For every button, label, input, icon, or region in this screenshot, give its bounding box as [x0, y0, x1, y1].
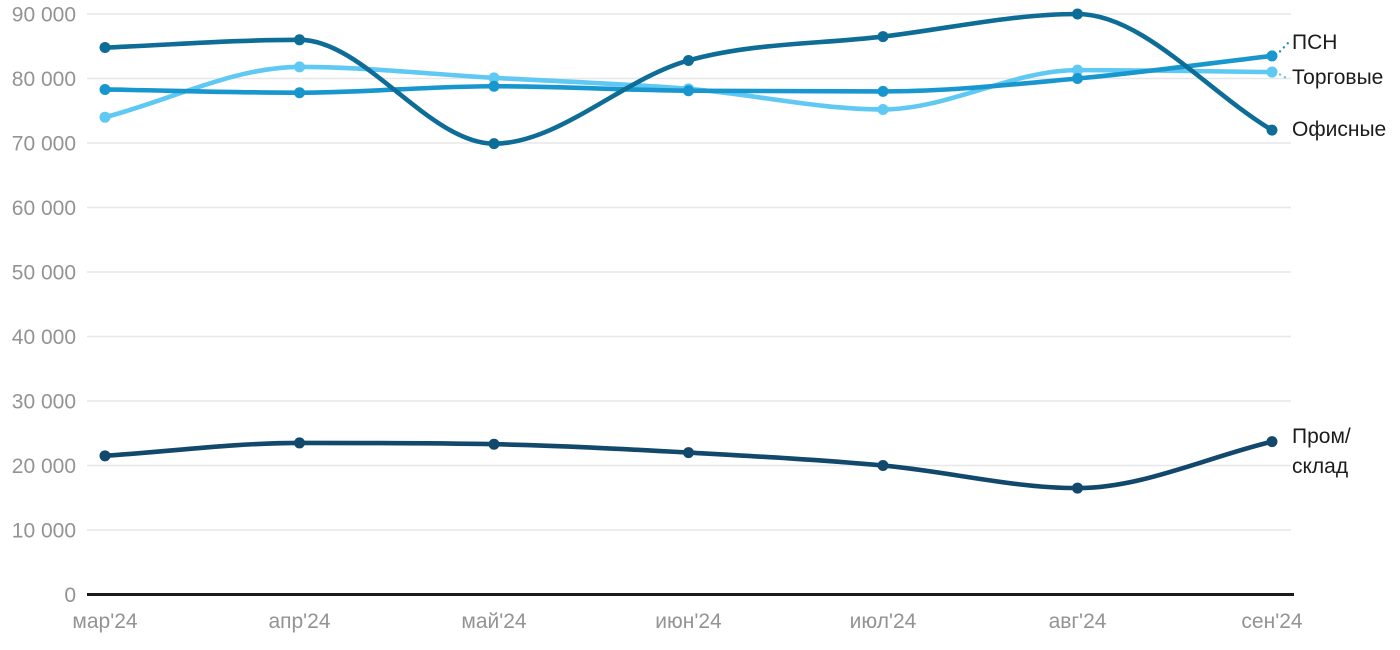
y-tick-label: 20 000: [12, 455, 76, 478]
data-point: [877, 85, 889, 97]
label-leader-line: [1278, 41, 1290, 53]
x-tick-label: май'24: [461, 610, 527, 633]
y-tick-label: 40 000: [12, 326, 76, 349]
y-tick-label: 50 000: [12, 262, 76, 285]
data-point: [294, 34, 305, 46]
x-tick-label: мар'24: [72, 610, 137, 633]
y-tick-label: 30 000: [12, 391, 76, 414]
data-point: [1072, 64, 1083, 76]
data-point: [683, 54, 694, 66]
data-point: [1266, 66, 1278, 78]
data-point: [294, 61, 305, 73]
y-tick-label: 70 000: [12, 133, 76, 156]
data-point: [294, 87, 305, 99]
data-point: [1072, 482, 1083, 494]
x-tick-label: июл'24: [850, 610, 917, 633]
data-point: [488, 72, 500, 84]
y-tick-label: 60 000: [12, 197, 76, 220]
series-label-prom-sklad: Пром/ склад: [1292, 422, 1351, 482]
data-point: [294, 437, 305, 449]
data-point: [99, 83, 111, 95]
x-tick-label: апр'24: [268, 610, 330, 633]
data-point: [683, 447, 694, 459]
series-label-ofisnye-text: Офисные: [1292, 118, 1387, 141]
data-point: [1072, 8, 1083, 20]
data-point: [1266, 124, 1278, 136]
series-label-torgovye-text: Торговые: [1292, 66, 1384, 89]
data-point: [1266, 436, 1278, 448]
data-point: [877, 31, 889, 43]
series-label-psn: ПСН: [1292, 28, 1337, 58]
series-label-prom-sklad-line1: Пром/: [1292, 425, 1351, 448]
data-point: [488, 138, 500, 150]
data-point: [99, 111, 111, 123]
data-point: [877, 460, 889, 471]
y-tick-label: 90 000: [12, 4, 76, 27]
data-point: [683, 85, 694, 97]
data-point: [99, 450, 111, 462]
data-point: [488, 80, 500, 92]
x-tick-label: сен'24: [1241, 610, 1302, 633]
series-label-psn-text: ПСН: [1292, 31, 1338, 54]
data-point: [99, 42, 111, 54]
data-point: [1266, 50, 1278, 62]
data-point: [488, 438, 500, 450]
series-label-ofisnye: Офисные: [1292, 115, 1386, 145]
y-tick-label: 0: [64, 584, 76, 607]
data-point: [1072, 73, 1083, 84]
y-tick-label: 10 000: [12, 520, 76, 543]
label-leader-line: [1278, 73, 1290, 81]
x-tick-label: июн'24: [655, 610, 722, 633]
series-label-prom-sklad-line2: склад: [1292, 455, 1349, 478]
y-tick-label: 80 000: [12, 68, 76, 91]
data-point: [877, 103, 889, 115]
series-label-torgovye: Торговые: [1292, 63, 1383, 93]
x-tick-label: авг'24: [1049, 610, 1107, 633]
